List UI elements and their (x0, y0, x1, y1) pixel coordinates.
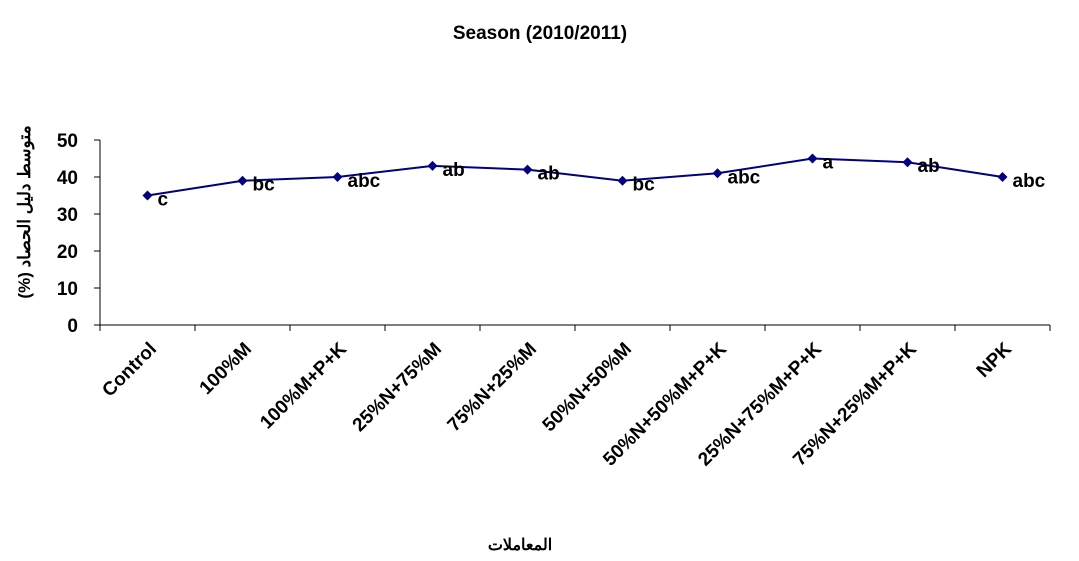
x-tick-label: 25%N+75%M (349, 339, 446, 436)
y-tick-label: 30 (57, 205, 78, 226)
x-tick-label: Control (98, 339, 161, 402)
data-point-marker (712, 168, 723, 179)
data-point-marker (617, 175, 628, 186)
x-tick-label: NPK (973, 338, 1016, 381)
data-point-marker (807, 153, 818, 164)
x-tick-label: 100%M (196, 339, 256, 399)
data-labels: c bc abc ab ab bc abc a ab abc (158, 153, 1046, 211)
data-point-marker (237, 175, 248, 186)
data-point-marker (522, 164, 533, 175)
x-tick-label: 75%N+25%M (444, 339, 541, 436)
x-axis-title: المعاملات (488, 537, 552, 554)
y-tick-label: 40 (57, 168, 78, 189)
data-point-label: c (158, 190, 169, 211)
series-group (142, 153, 1008, 201)
data-point-label: a (823, 153, 834, 174)
data-point-marker (142, 190, 153, 201)
data-point-label: bc (633, 175, 656, 196)
data-point-marker (902, 157, 913, 168)
y-axis-ticks: 0 10 20 30 40 50 (57, 131, 100, 337)
data-point-label: abc (728, 167, 761, 188)
x-axis-ticks: Control 100%M 100%M+P+K25%N+75%M75%N+25%M5… (98, 325, 1051, 470)
data-point-label: abc (1013, 171, 1046, 192)
chart-title: Season (2010/2011) (453, 23, 627, 44)
x-tick-label: 100%M+P+K (256, 338, 351, 433)
axes (99, 140, 1050, 326)
x-tick-label: 50%N+50%M (539, 339, 636, 436)
y-tick-label: 50 (57, 131, 78, 152)
data-point-marker (332, 172, 343, 182)
data-point-marker (997, 172, 1008, 182)
y-tick-label: 20 (57, 242, 78, 263)
data-point-label: bc (253, 175, 276, 196)
data-point-label: ab (443, 160, 465, 181)
data-point-label: ab (918, 156, 940, 177)
data-point-marker (427, 160, 438, 171)
y-tick-label: 10 (57, 279, 78, 300)
data-point-label: abc (348, 171, 381, 192)
y-axis-title: متوسط دليل الحصاد (%) (15, 125, 35, 298)
data-point-label: ab (538, 164, 560, 185)
y-tick-label: 0 (67, 316, 78, 337)
series-line (147, 157, 1003, 197)
